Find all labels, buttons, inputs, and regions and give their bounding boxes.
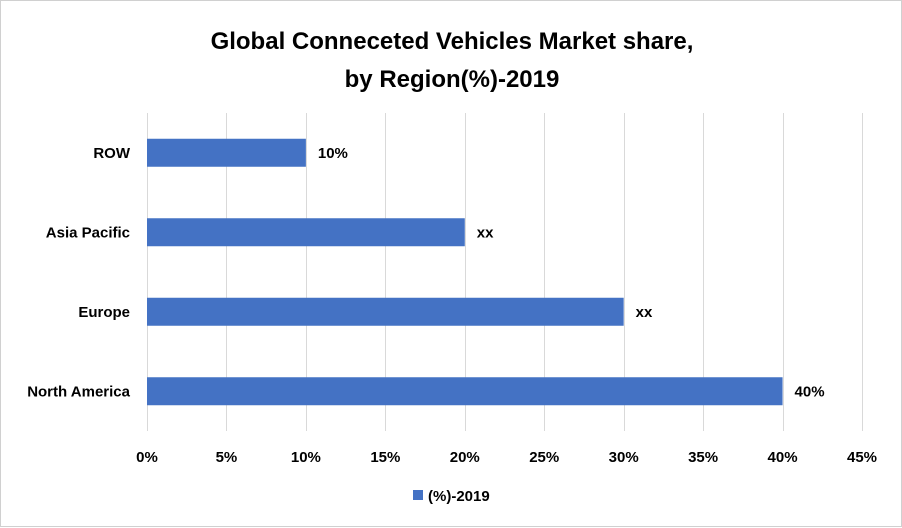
data-label: xx xyxy=(477,224,494,241)
x-tick-label: 10% xyxy=(291,449,321,466)
category-label: Europe xyxy=(78,304,130,321)
x-tick-label: 25% xyxy=(529,449,559,466)
x-tick-label: 40% xyxy=(768,449,798,466)
chart-title-line-1: Global Conneceted Vehicles Market share, xyxy=(211,28,694,55)
bar xyxy=(147,218,465,247)
x-tick-label: 35% xyxy=(688,449,718,466)
x-tick-label: 45% xyxy=(847,449,877,466)
bar xyxy=(147,138,306,167)
data-label: 40% xyxy=(795,383,825,400)
legend-label: (%)-2019 xyxy=(428,488,490,505)
legend-swatch xyxy=(413,490,423,500)
category-label: Asia Pacific xyxy=(46,224,130,241)
x-tick-label: 20% xyxy=(450,449,480,466)
x-tick-label: 0% xyxy=(136,449,158,466)
labels: 0% 5% 10% 15% 20% 25% 30% 35% 40% 45% North Americ… xyxy=(27,145,877,466)
x-tick-label: 30% xyxy=(609,449,639,466)
legend: (%)-2019 xyxy=(413,488,490,505)
data-label: xx xyxy=(636,304,653,321)
x-tick-label: 15% xyxy=(370,449,400,466)
data-label: 10% xyxy=(318,145,348,162)
bars xyxy=(147,138,783,406)
bar xyxy=(147,297,624,326)
chart-title-line-2: by Region(%)-2019 xyxy=(345,66,560,93)
x-tick-label: 5% xyxy=(216,449,238,466)
bar xyxy=(147,377,783,406)
category-label: ROW xyxy=(93,145,131,162)
category-label: North America xyxy=(27,383,130,400)
